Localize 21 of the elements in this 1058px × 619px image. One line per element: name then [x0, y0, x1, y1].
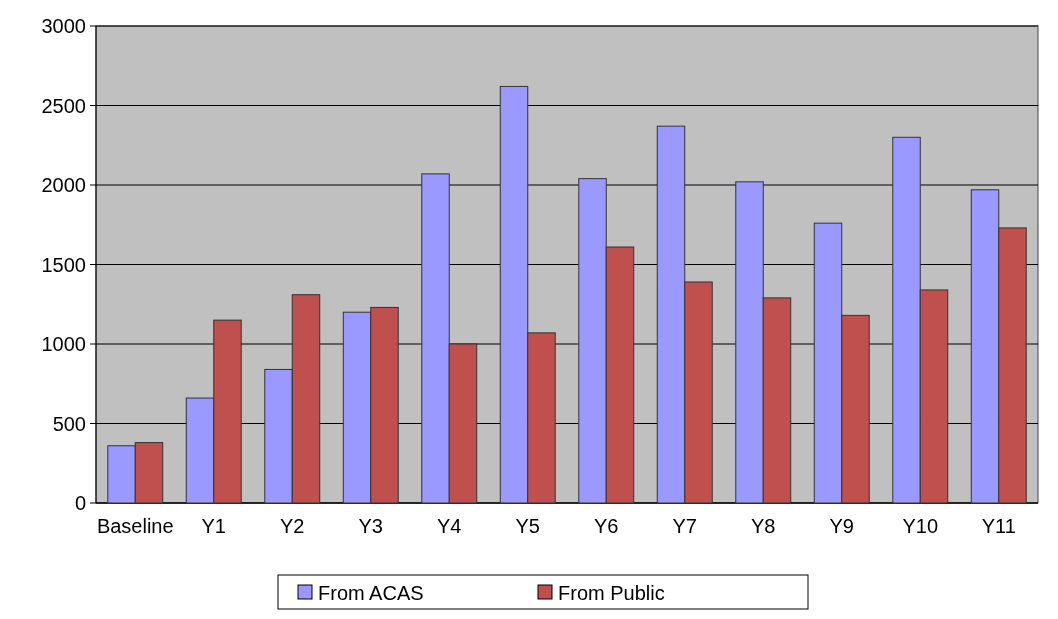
- x-tick-label: Y3: [358, 515, 383, 537]
- x-tick-label: Y8: [751, 515, 776, 537]
- x-tick-label: Y5: [515, 515, 540, 537]
- x-tick-label: Baseline: [96, 515, 174, 537]
- y-tick-label: 0: [74, 492, 86, 514]
- y-tick-label: 2500: [41, 94, 86, 117]
- x-tick-label: Y7: [672, 515, 697, 537]
- legend-label: From Public: [558, 582, 665, 604]
- x-tick-label: Y9: [829, 515, 854, 537]
- x-tick-label: Y11: [981, 515, 1016, 537]
- y-tick-label: 1000: [41, 333, 86, 355]
- y-tick-label: 1500: [41, 253, 86, 276]
- x-tick-label: Y4: [437, 515, 462, 537]
- y-tick-label: 3000: [41, 15, 86, 37]
- x-tick-label: Y1: [201, 515, 226, 537]
- y-tick-label: 500: [52, 412, 86, 435]
- x-tick-label: Y6: [594, 515, 619, 537]
- legend-label: From ACAS: [318, 582, 424, 604]
- x-tick-label: Y10: [902, 515, 939, 537]
- x-tick-label: Y2: [280, 515, 305, 537]
- y-tick-label: 2000: [41, 174, 86, 196]
